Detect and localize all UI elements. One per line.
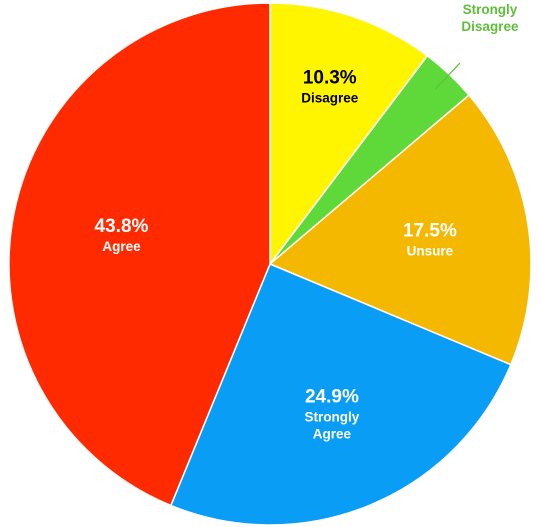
pie-slice-agree (8, 2, 271, 507)
leader-line-strongly-disagree (434, 62, 461, 90)
category-label-strongly-agree-line-1: Strongly (305, 410, 360, 425)
percent-label-agree: 43.8% (95, 216, 149, 237)
pie-labels: 10.3%Disagree3.5%StronglyDisagree17.5%Un… (95, 2, 519, 442)
category-label-unsure: Unsure (407, 244, 454, 259)
category-label-strongly-disagree-line-1: Strongly (463, 2, 518, 17)
percent-label-unsure: 17.5% (403, 221, 457, 242)
percent-label-strongly-agree: 24.9% (305, 387, 359, 408)
percent-label-disagree: 10.3% (303, 67, 357, 88)
category-label-agree: Agree (102, 239, 141, 254)
leader-lines (434, 62, 461, 90)
category-label-disagree: Disagree (301, 90, 359, 105)
pie-slice-disagree (269, 2, 429, 267)
pie-slices (8, 2, 532, 526)
pie-slice-strongly-agree (169, 263, 512, 526)
category-label-strongly-agree-line-2: Agree (313, 427, 352, 442)
category-label-strongly-disagree-line-2: Disagree (461, 19, 519, 34)
pie-slice-unsure (268, 94, 532, 366)
